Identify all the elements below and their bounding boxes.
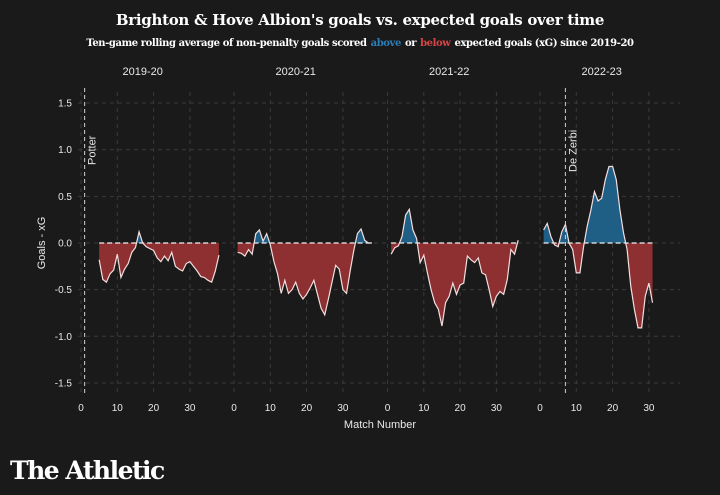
subtitle-or: or (404, 38, 417, 49)
y-tick-label: -1.0 (55, 332, 73, 343)
x-tick-label: 30 (337, 403, 349, 414)
x-tick-label: 10 (265, 403, 277, 414)
x-tick-label: 20 (148, 403, 160, 414)
rolling-average-line (390, 207, 519, 327)
x-tick-label: 0 (537, 403, 543, 414)
y-tick-label: 1.0 (58, 145, 72, 156)
x-tick-label: 0 (385, 403, 391, 414)
area-above-xg (237, 229, 372, 243)
x-tick-label: 20 (455, 403, 467, 414)
x-tick-label: 30 (491, 403, 503, 414)
rolling-average-line (98, 229, 220, 284)
x-tick-label: 0 (78, 403, 84, 414)
area-below-xg (543, 243, 653, 328)
x-tick-label: 10 (571, 403, 583, 414)
chart-subtitle: Ten-game rolling average of non-penalty … (0, 38, 720, 49)
season-label: 2022-23 (582, 66, 622, 78)
area-above-xg (391, 209, 519, 243)
manager-label: Potter (87, 135, 99, 165)
rolling-average-line (237, 227, 372, 317)
the-athletic-logo: The Athletic (10, 456, 165, 485)
y-tick-label: 0.5 (58, 192, 72, 203)
y-tick-label: 1.5 (58, 99, 72, 110)
subtitle-suffix: expected goals (xG) since 2019-20 (454, 38, 634, 49)
y-tick-label: -1.5 (55, 378, 73, 389)
subtitle-prefix: Ten-game rolling average of non-penalty … (86, 38, 367, 49)
area-below-xg (391, 243, 519, 327)
rolling-average-line (543, 165, 654, 329)
x-tick-label: 30 (184, 403, 196, 414)
x-tick-label: 20 (607, 403, 619, 414)
x-axis-label: Match Number (344, 419, 416, 431)
subtitle-above: above (370, 38, 402, 49)
season-label: 2019-20 (123, 66, 163, 78)
y-axis-label: Goals - xG (36, 217, 48, 270)
area-below-xg (237, 243, 372, 315)
x-tick-label: 0 (231, 403, 237, 414)
season-label: 2020-21 (276, 66, 316, 78)
x-tick-label: 30 (643, 403, 655, 414)
y-tick-label: 0.0 (58, 239, 72, 250)
x-tick-label: 10 (418, 403, 430, 414)
area-above-xg (543, 166, 653, 243)
area-below-xg (99, 243, 219, 283)
x-tick-label: 20 (301, 403, 313, 414)
x-tick-label: 10 (112, 403, 124, 414)
subtitle-below: below (420, 38, 451, 49)
season-label: 2021-22 (429, 66, 469, 78)
manager-label: De Zerbi (567, 130, 579, 172)
y-tick-label: -0.5 (55, 285, 73, 296)
chart-title: Brighton & Hove Albion's goals vs. expec… (115, 11, 605, 29)
